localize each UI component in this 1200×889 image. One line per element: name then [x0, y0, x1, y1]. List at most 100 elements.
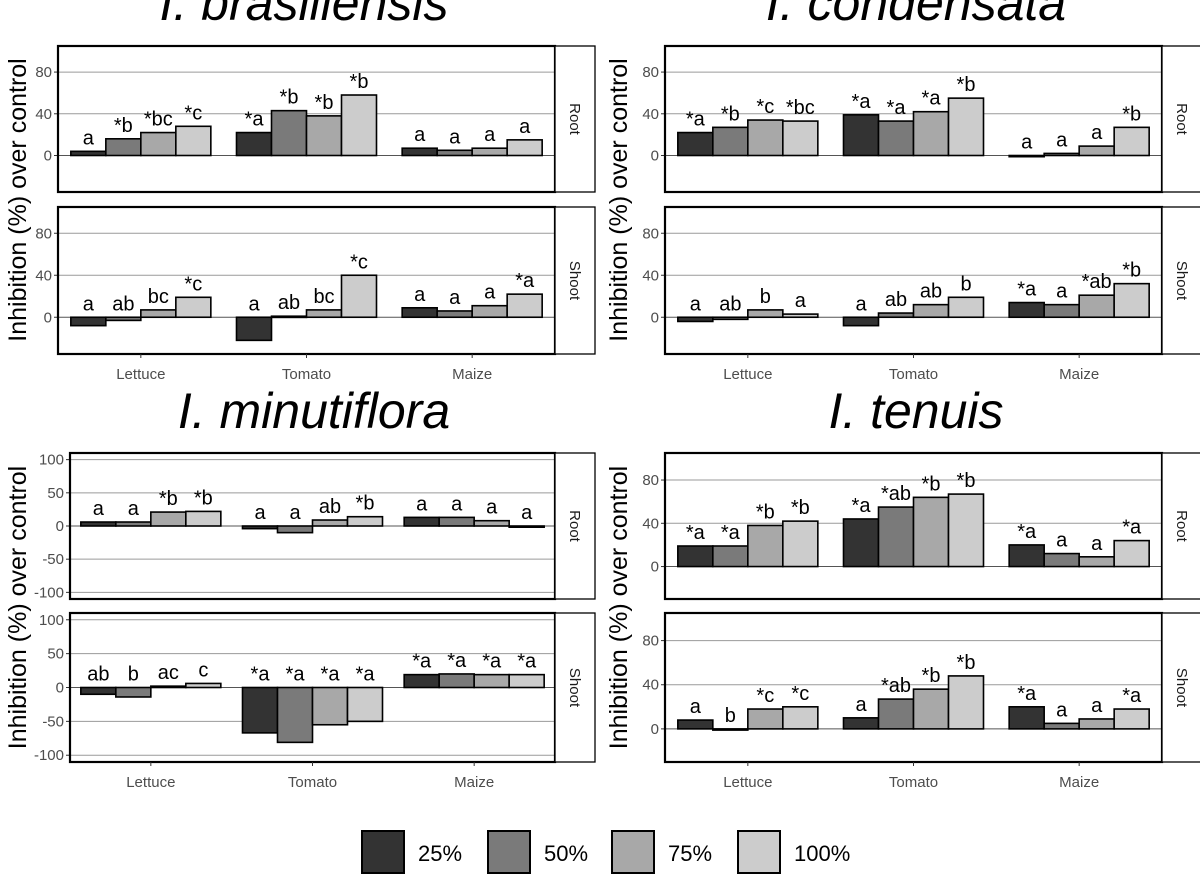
significance-label: *a — [447, 650, 467, 672]
significance-label: *b — [721, 103, 740, 125]
significance-label: ab — [920, 281, 942, 303]
significance-label: ab — [319, 496, 341, 518]
y-tick-label: 40 — [35, 267, 52, 284]
significance-label: *ab — [881, 675, 911, 697]
significance-label: a — [289, 502, 301, 524]
bar — [712, 126, 749, 157]
y-axis-label: Inhibition (%) over control — [605, 466, 633, 749]
bar — [506, 293, 543, 319]
y-tick-label: 40 — [642, 106, 659, 123]
significance-label: b — [128, 664, 139, 686]
bar — [1078, 556, 1115, 568]
significance-label: *b — [756, 501, 775, 523]
y-tick-label: 0 — [56, 518, 64, 535]
bar — [912, 110, 950, 157]
x-tick-label: Maize — [454, 774, 494, 791]
bar — [276, 686, 314, 744]
bar — [712, 545, 749, 568]
bar — [115, 521, 152, 527]
significance-label: a — [690, 696, 702, 718]
significance-label: ab — [87, 664, 109, 686]
bar — [346, 515, 384, 527]
significance-label: a — [484, 124, 496, 146]
bar — [105, 138, 142, 157]
significance-label: a — [254, 502, 266, 524]
panel-title: I. minutiflora — [178, 383, 450, 439]
bar — [403, 673, 440, 689]
y-axis-label: Inhibition (%) over control — [4, 58, 32, 341]
significance-label: *b — [791, 497, 810, 519]
significance-label: bc — [148, 286, 169, 308]
strip-label: Shoot — [566, 261, 583, 301]
significance-label: a — [690, 293, 702, 315]
bar — [1008, 544, 1045, 568]
significance-label: ab — [885, 289, 907, 311]
strip-label: Root — [566, 510, 583, 543]
significance-label: *a — [1017, 279, 1037, 301]
bar — [508, 525, 545, 529]
significance-label: *bc — [786, 97, 815, 119]
significance-label: c — [198, 659, 208, 681]
bar — [1043, 722, 1080, 730]
significance-label: *c — [791, 683, 809, 705]
bar — [305, 309, 343, 319]
bar — [912, 496, 950, 568]
bar — [235, 131, 273, 157]
bar — [185, 682, 222, 689]
significance-label: a — [451, 493, 463, 515]
y-tick-label: 0 — [44, 309, 52, 326]
y-axis-label: Inhibition (%) over control — [4, 466, 32, 749]
x-tick-label: Lettuce — [126, 774, 175, 791]
bar — [1008, 154, 1045, 158]
significance-label: a — [1021, 132, 1033, 154]
significance-label: *b — [315, 92, 334, 114]
bar — [1078, 294, 1115, 319]
facet-root: 0 40 80 a *b *bc *c *a *b *b *b a a a a Root — [35, 44, 596, 194]
bar — [712, 728, 749, 731]
bar — [1113, 282, 1150, 319]
bar — [346, 686, 384, 723]
significance-label: *a — [517, 651, 537, 673]
significance-label: ab — [278, 292, 300, 314]
bar — [782, 120, 819, 157]
bar — [747, 524, 784, 568]
significance-label: *a — [852, 495, 872, 517]
panel-title: I. brasiliensis — [160, 0, 449, 31]
strip-label: Shoot — [566, 668, 583, 708]
significance-label: *c — [756, 96, 774, 118]
significance-label: *a — [245, 109, 265, 131]
legend-swatch — [361, 830, 405, 874]
y-tick-label: 40 — [642, 267, 659, 284]
y-tick-label: 100 — [39, 452, 64, 469]
bar — [747, 708, 784, 730]
bar — [747, 309, 784, 319]
legend: 25% 50% 75% 100% — [361, 830, 850, 874]
significance-label: *b — [922, 473, 941, 495]
significance-label: *a — [922, 88, 942, 110]
strip-label: Root — [1173, 103, 1190, 136]
significance-label: *a — [412, 651, 432, 673]
bar — [175, 125, 212, 157]
x-tick-label: Tomato — [282, 366, 331, 383]
significance-label: *a — [515, 270, 535, 292]
significance-label: a — [83, 293, 95, 315]
panel-border — [663, 611, 1164, 764]
bar — [438, 673, 475, 689]
y-tick-label: 0 — [651, 559, 659, 576]
strip — [554, 452, 596, 600]
strip-label: Root — [1173, 510, 1190, 543]
bar — [1043, 303, 1080, 319]
significance-label: a — [93, 498, 105, 520]
y-tick-label: 0 — [651, 309, 659, 326]
significance-label: a — [1056, 699, 1068, 721]
significance-label: ab — [719, 293, 741, 315]
significance-label: b — [960, 273, 971, 295]
y-tick-label: 80 — [642, 472, 659, 489]
y-tick-label: 50 — [47, 485, 64, 502]
legend-swatch — [737, 830, 781, 874]
bar — [508, 673, 545, 689]
bar — [1043, 152, 1080, 157]
significance-label: a — [416, 493, 428, 515]
bar — [270, 109, 308, 157]
